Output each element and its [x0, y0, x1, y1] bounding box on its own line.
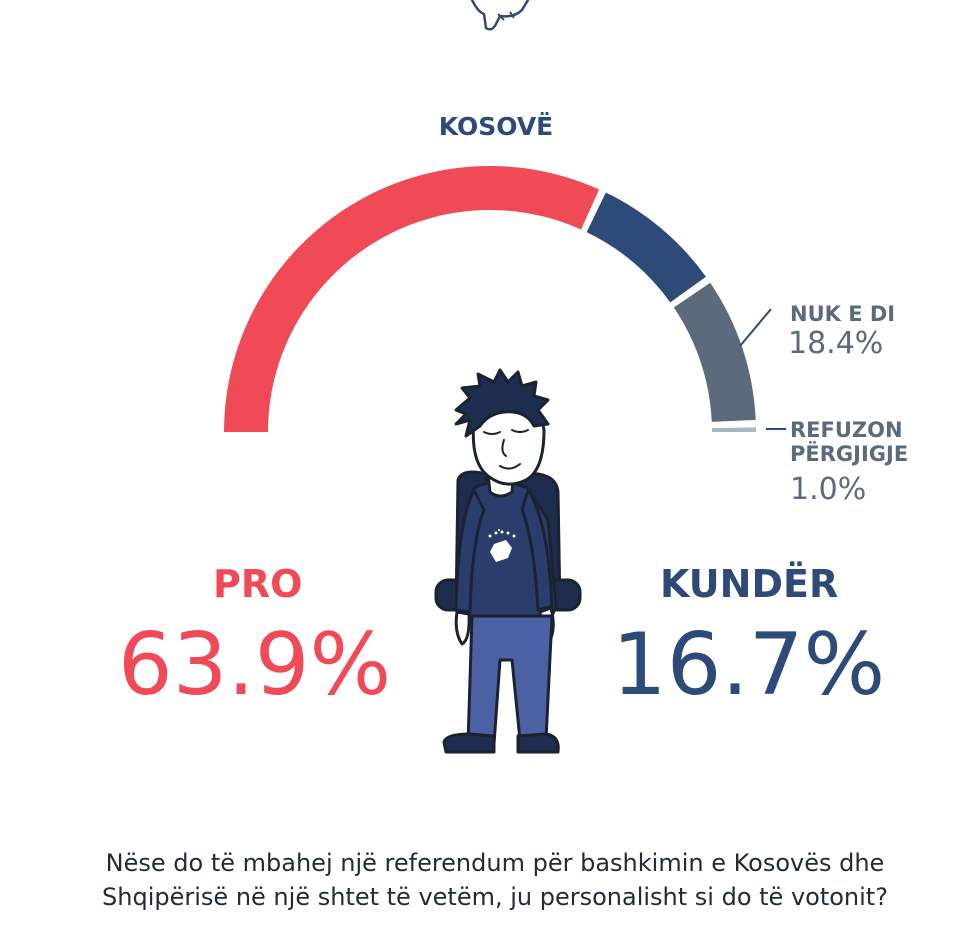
gauge-chart — [224, 165, 786, 432]
gauge-segment-kund-r — [586, 192, 706, 303]
kunder-label: KUNDËR — [660, 562, 839, 606]
pro-label: PRO — [213, 562, 303, 606]
question-line-1: Nëse do të mbahej një referendum për bas… — [105, 849, 885, 877]
gauge-segment-refuzon-p-rgjigje — [711, 427, 756, 432]
chart-title: KOSOVË — [438, 112, 554, 141]
top-decorative-icon — [470, 0, 530, 31]
nukedi-value: 18.4% — [788, 326, 884, 361]
nukedi-leader-line — [739, 308, 772, 347]
refuzon-label-line2: PËRGJIGJE — [790, 442, 909, 466]
kunder-value: 16.7% — [612, 615, 886, 715]
refuzon-value: 1.0% — [790, 472, 867, 507]
nukedi-label: NUK E DI — [790, 302, 896, 326]
question-line-2: Shqipërisë në një shtet të vetëm, ju per… — [102, 883, 888, 911]
survey-question: Nëse do të mbahej një referendum për bas… — [0, 846, 980, 914]
pro-value: 63.9% — [118, 615, 392, 715]
gauge-segment-pro — [224, 165, 600, 432]
refuzon-label-line1: REFUZON — [790, 418, 903, 442]
gauge-segment-nuk-e-di — [673, 282, 756, 422]
